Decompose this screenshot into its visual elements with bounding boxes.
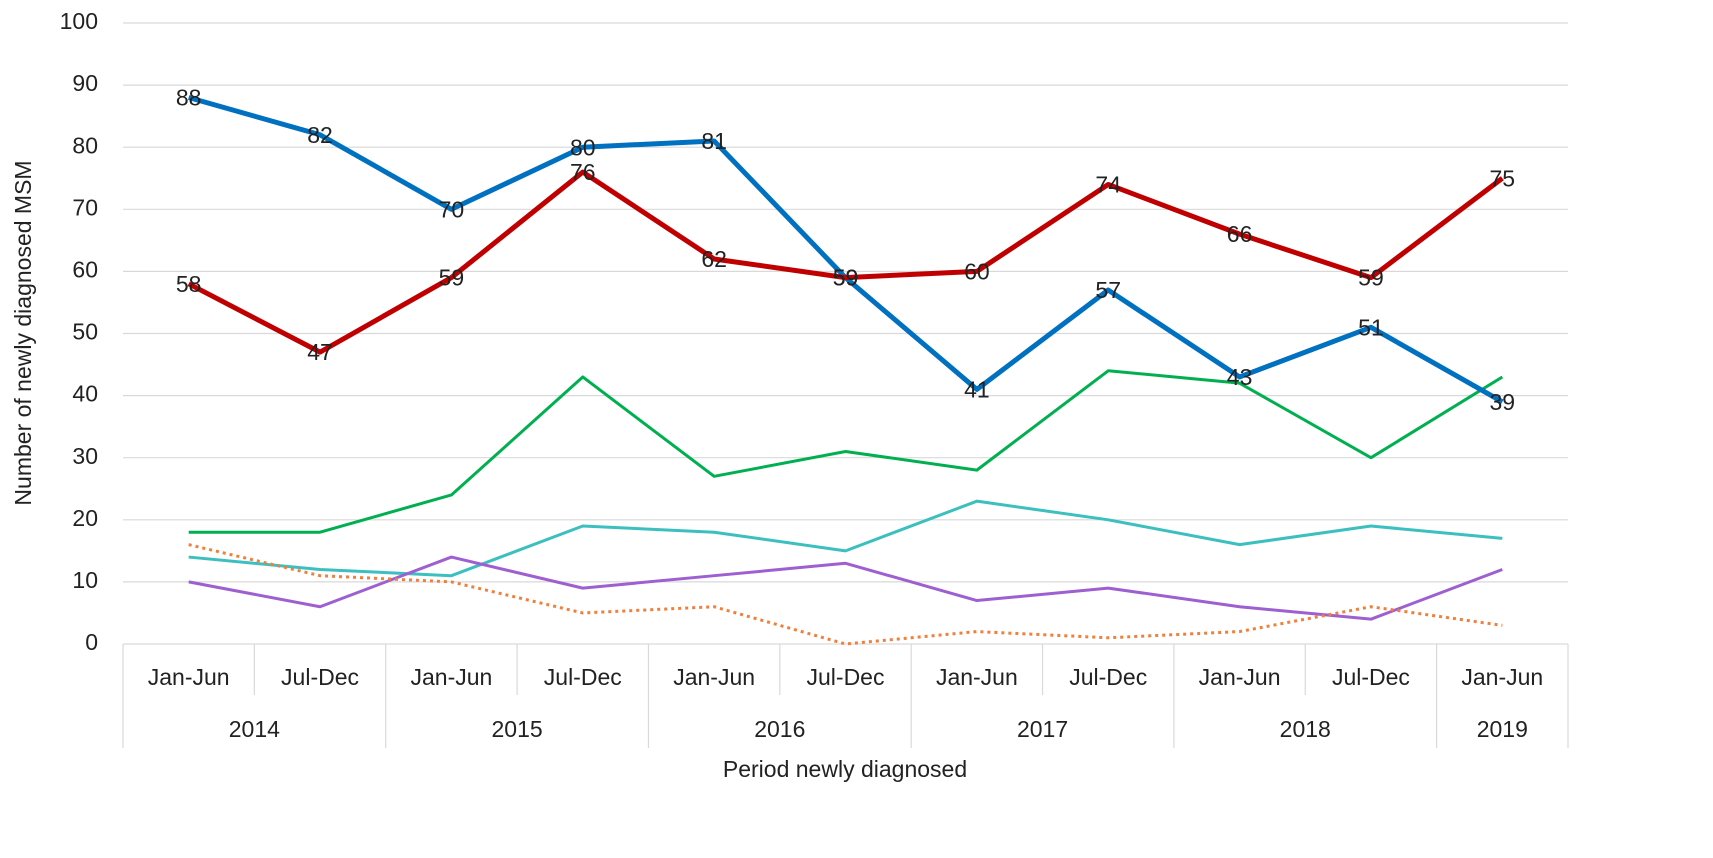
x-tick-label: Jan-Jun — [148, 664, 230, 690]
x-tick-label: Jul-Dec — [544, 664, 622, 690]
x-axis-title: Period newly diagnosed — [723, 756, 967, 782]
data-label: 39 — [1490, 389, 1516, 415]
x-tick-label: Jul-Dec — [1069, 664, 1147, 690]
data-label: 59 — [833, 265, 859, 291]
data-label: 41 — [964, 376, 990, 402]
data-label: 47 — [307, 339, 333, 365]
data-label: 57 — [1095, 277, 1121, 303]
x-tick-label: Jan-Jun — [936, 664, 1018, 690]
series-line — [188, 555, 1503, 621]
year-label: 2017 — [1017, 716, 1068, 742]
data-label: 60 — [964, 258, 990, 284]
data-label: 88 — [176, 85, 202, 111]
year-label: 2016 — [754, 716, 805, 742]
year-label: 2018 — [1280, 716, 1331, 742]
data-label: 82 — [307, 122, 333, 148]
data-label: 74 — [1095, 172, 1121, 198]
data-label: 70 — [439, 196, 465, 222]
y-tick-label: 30 — [72, 443, 98, 469]
x-tick-label: Jul-Dec — [1332, 664, 1410, 690]
y-tick-label: 40 — [72, 381, 98, 407]
x-tick-label: Jan-Jun — [1461, 664, 1543, 690]
series-line — [187, 169, 1504, 355]
data-label: 59 — [439, 265, 465, 291]
year-label: 2019 — [1477, 716, 1528, 742]
data-label: 59 — [1358, 265, 1384, 291]
y-tick-label: 20 — [72, 505, 98, 531]
data-label: 81 — [701, 128, 727, 154]
x-tick-label: Jul-Dec — [807, 664, 885, 690]
year-label: 2015 — [492, 716, 543, 742]
data-label: 75 — [1490, 165, 1516, 191]
y-tick-label: 0 — [85, 629, 98, 655]
y-tick-label: 70 — [72, 194, 98, 220]
y-tick-label: 10 — [72, 567, 98, 593]
series-line — [187, 95, 1504, 404]
data-label: 59 — [833, 265, 859, 291]
series-line — [188, 543, 1503, 646]
data-label: 43 — [1227, 364, 1253, 390]
data-label: 58 — [176, 271, 202, 297]
y-tick-label: 90 — [72, 70, 98, 96]
y-tick-label: 50 — [72, 319, 98, 345]
data-label: 66 — [1227, 221, 1253, 247]
x-tick-label: Jan-Jun — [410, 664, 492, 690]
data-label: 51 — [1358, 314, 1384, 340]
x-tick-label: Jul-Dec — [281, 664, 359, 690]
y-tick-label: 100 — [60, 8, 98, 34]
data-label: 80 — [570, 134, 596, 160]
x-tick-label: Jan-Jun — [1199, 664, 1281, 690]
y-axis-title: Number of newly diagnosed MSM — [10, 160, 36, 505]
x-tick-label: Jan-Jun — [673, 664, 755, 690]
series-line — [188, 369, 1504, 534]
y-tick-label: 80 — [72, 132, 98, 158]
data-label: 76 — [570, 159, 596, 185]
y-tick-label: 60 — [72, 256, 98, 282]
data-label: 62 — [701, 246, 727, 272]
year-label: 2014 — [229, 716, 280, 742]
